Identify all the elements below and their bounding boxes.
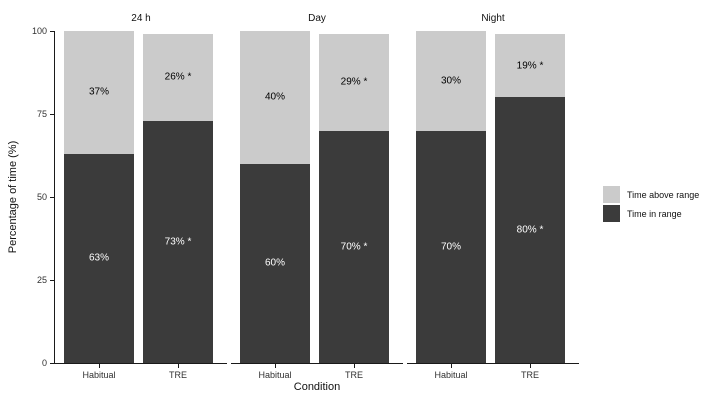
bar-segment-above-range [64, 31, 134, 154]
bar-label-in-range: 73% * [164, 236, 192, 248]
legend-label: Time in range [627, 208, 682, 219]
bar-label-above-range: 40% [264, 91, 286, 103]
y-tick-mark [50, 279, 54, 281]
y-tick-label: 100 [31, 26, 47, 36]
bar-segment-above-range [240, 31, 310, 164]
bar-label-in-range: 70% [440, 241, 462, 253]
bar-label-in-range: 70% * [340, 241, 368, 253]
y-tick-mark [50, 362, 54, 364]
legend-swatch [603, 186, 620, 203]
bar-segment-in-range [143, 120, 213, 363]
x-axis-line [55, 363, 227, 364]
bar-label-above-range: 29% * [340, 76, 368, 88]
bar-label-in-range: 63% [88, 252, 110, 264]
legend-label: Time above range [627, 189, 700, 200]
bar-label-above-range: 26% * [164, 71, 192, 83]
bar-label-above-range: 30% [440, 75, 462, 87]
x-tick-label: TRE [521, 370, 539, 380]
legend: Time above range Time in range [603, 186, 699, 222]
y-tick-mark [50, 113, 54, 115]
bar-label-above-range: 37% [88, 86, 110, 98]
x-axis-line [231, 363, 403, 364]
legend-entry: Time in range [603, 205, 699, 222]
bar-segment-in-range [319, 130, 389, 363]
x-tick-mark [98, 364, 100, 368]
bar-segment-above-range [319, 34, 389, 131]
legend-entry: Time above range [603, 186, 699, 203]
x-tick-mark [450, 364, 452, 368]
bar-label-in-range: 60% [264, 257, 286, 269]
x-tick-mark [529, 364, 531, 368]
bar-segment-above-range [495, 34, 565, 98]
y-tick-label: 25 [36, 275, 47, 285]
x-tick-label: TRE [169, 370, 187, 380]
facet-title: Night [481, 13, 505, 24]
y-axis-title: Percentage of time (%) [7, 140, 19, 254]
y-tick-mark [50, 196, 54, 198]
y-tick-label: 0 [41, 358, 47, 368]
x-tick-label: Habitual [258, 370, 292, 380]
bar-segment-in-range [416, 130, 486, 363]
y-axis-line [54, 31, 55, 364]
bar-label-in-range: 80% * [516, 224, 544, 236]
x-tick-mark [177, 364, 179, 368]
y-tick-label: 50 [36, 192, 47, 202]
x-tick-mark [274, 364, 276, 368]
bar-segment-in-range [64, 153, 134, 363]
x-tick-label: TRE [345, 370, 363, 380]
bar-segment-in-range [240, 163, 310, 363]
y-tick-mark [50, 30, 54, 32]
bar-segment-above-range [143, 34, 213, 121]
x-tick-label: Habitual [82, 370, 116, 380]
y-tick-label: 75 [36, 109, 47, 119]
x-tick-mark [353, 364, 355, 368]
bar-label-above-range: 19% * [516, 60, 544, 72]
x-tick-label: Habitual [434, 370, 468, 380]
legend-swatch [603, 205, 620, 222]
facet-title: 24 h [131, 13, 151, 24]
facet-title: Day [308, 13, 326, 24]
bar-segment-in-range [495, 97, 565, 363]
bar-segment-above-range [416, 31, 486, 131]
x-axis-line [407, 363, 579, 364]
x-axis-title: Condition [293, 381, 341, 393]
